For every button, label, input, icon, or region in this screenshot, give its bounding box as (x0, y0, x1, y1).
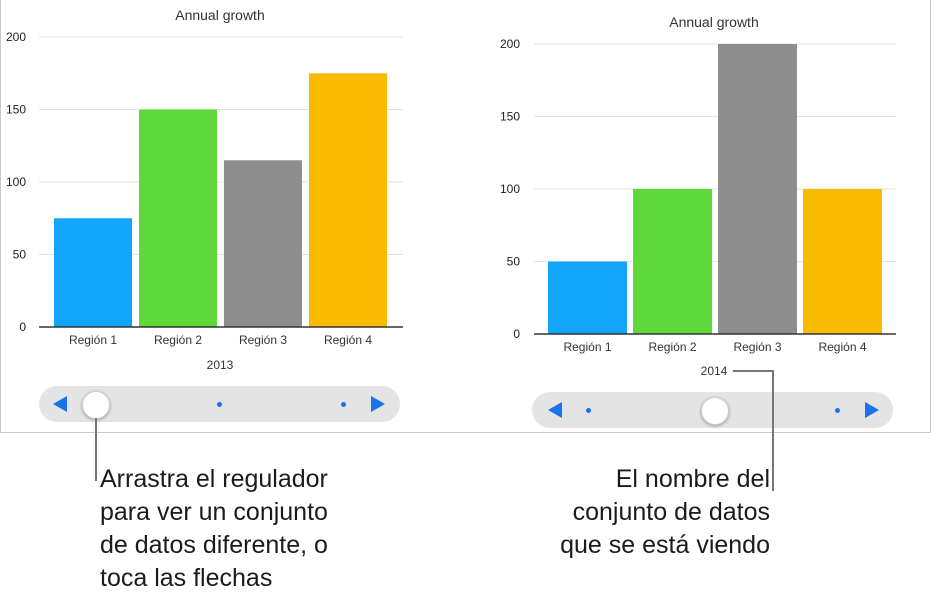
y-tick-label: 200 (6, 30, 26, 44)
callout-line-dataset (772, 370, 774, 491)
bar-4 (803, 189, 882, 334)
chart-title: Annual growth (175, 7, 265, 23)
slider-thumb[interactable] (701, 397, 729, 425)
x-category-label: Región 3 (733, 340, 781, 354)
y-tick-label: 50 (13, 248, 27, 262)
bar-1 (54, 218, 132, 327)
y-tick-label: 150 (6, 103, 26, 117)
dataset-slider-2014[interactable] (532, 392, 893, 428)
dataset-slider-2013[interactable] (39, 386, 400, 422)
x-category-label: Región 4 (818, 340, 866, 354)
slider-thumb[interactable] (82, 391, 110, 419)
x-category-label: Región 1 (69, 333, 117, 347)
previous-arrow-icon[interactable] (53, 396, 67, 412)
y-tick-label: 200 (500, 37, 520, 51)
y-tick-label: 100 (6, 175, 26, 189)
callout-line-dataset-h (733, 370, 774, 372)
bar-1 (548, 261, 627, 334)
slider-caption: Arrastra el regulador para ver un conjun… (100, 465, 328, 592)
slider-dot (835, 408, 840, 413)
dataset-name-label: 2014 (701, 364, 728, 378)
x-category-label: Región 1 (563, 340, 611, 354)
bar-4 (309, 73, 387, 327)
next-arrow-icon[interactable] (865, 402, 879, 418)
callout-line-slider (95, 418, 97, 481)
y-tick-label: 50 (507, 255, 521, 269)
bar-3 (224, 160, 302, 327)
x-category-label: Región 2 (648, 340, 696, 354)
bar-3 (718, 44, 797, 334)
x-category-label: Región 4 (324, 333, 372, 347)
y-tick-label: 0 (513, 327, 520, 341)
slider-dot (341, 402, 346, 407)
next-arrow-icon[interactable] (371, 396, 385, 412)
chart-title: Annual growth (669, 14, 759, 30)
previous-arrow-icon[interactable] (548, 402, 562, 418)
dataset-name-label: 2013 (207, 358, 234, 372)
slider-dot (586, 408, 591, 413)
slider-dot (217, 402, 222, 407)
chart-2014: Annual growth 0 50 100 150 200 Región 1 Región … (500, 14, 896, 378)
x-category-label: Región 3 (239, 333, 287, 347)
chart-2013: Annual growth 0 50 100 150 200 Región 1 Región … (6, 7, 403, 372)
dataset-name-caption: El nombre del conjunto de datos que se e… (560, 465, 770, 559)
y-tick-label: 100 (500, 182, 520, 196)
bar-2 (633, 189, 712, 334)
y-tick-label: 0 (19, 320, 26, 334)
x-category-label: Región 2 (154, 333, 202, 347)
bar-2 (139, 109, 217, 327)
y-tick-label: 150 (500, 110, 520, 124)
